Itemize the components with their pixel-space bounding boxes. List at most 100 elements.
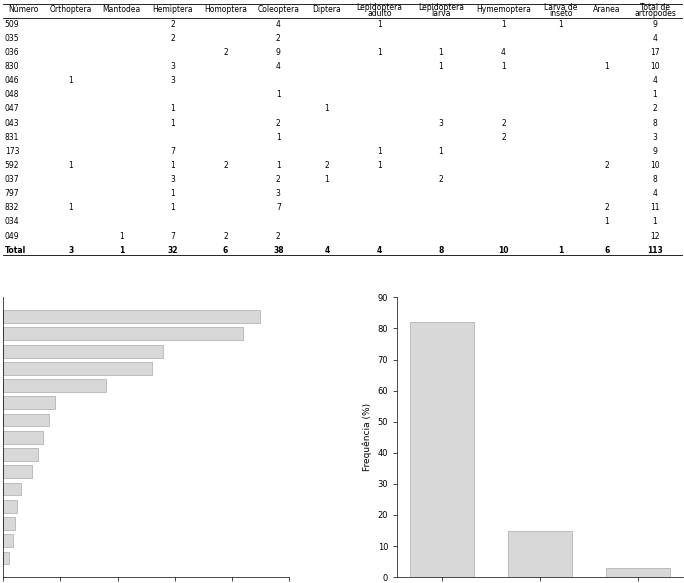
- Bar: [3, 448, 38, 461]
- Text: 1: 1: [119, 245, 124, 255]
- Text: 048: 048: [5, 90, 19, 99]
- Text: 1: 1: [68, 76, 73, 85]
- Text: 8: 8: [438, 245, 444, 255]
- Text: 9: 9: [653, 20, 657, 29]
- Text: 1: 1: [378, 147, 382, 156]
- Bar: [3, 483, 21, 496]
- Text: 1: 1: [68, 203, 73, 212]
- Text: 832: 832: [5, 203, 19, 212]
- Text: Lepidoptera: Lepidoptera: [356, 3, 403, 12]
- Text: 036: 036: [5, 48, 19, 57]
- Text: 2: 2: [324, 161, 329, 170]
- Bar: [3, 327, 243, 340]
- Text: Aranea: Aranea: [593, 5, 620, 15]
- Text: 830: 830: [5, 62, 19, 71]
- Text: artrópodes: artrópodes: [634, 9, 676, 18]
- Text: 10: 10: [498, 245, 509, 255]
- Text: 3: 3: [276, 189, 280, 198]
- Text: 1: 1: [324, 104, 329, 114]
- Text: 3: 3: [170, 175, 175, 184]
- Text: 046: 046: [5, 76, 19, 85]
- Text: 1: 1: [438, 62, 443, 71]
- Text: Total de: Total de: [640, 3, 670, 12]
- Bar: [3, 465, 32, 478]
- Text: 047: 047: [5, 104, 19, 114]
- Text: 1: 1: [378, 161, 382, 170]
- Text: 1: 1: [170, 203, 175, 212]
- Text: 32: 32: [168, 245, 178, 255]
- Text: 113: 113: [647, 245, 663, 255]
- Text: 1: 1: [276, 161, 280, 170]
- Bar: [3, 413, 49, 427]
- Bar: [3, 431, 43, 444]
- Text: 4: 4: [276, 20, 280, 29]
- Text: 12: 12: [650, 231, 660, 241]
- Text: 8: 8: [653, 118, 657, 128]
- Text: 034: 034: [5, 217, 19, 226]
- Bar: [3, 534, 12, 547]
- Text: 10: 10: [650, 62, 660, 71]
- Bar: [606, 568, 670, 577]
- Text: 2: 2: [223, 231, 228, 241]
- Text: 10: 10: [650, 161, 660, 170]
- Text: 4: 4: [653, 34, 657, 43]
- Text: 1: 1: [119, 231, 124, 241]
- Text: 1: 1: [605, 217, 609, 226]
- Text: 6: 6: [604, 245, 609, 255]
- Bar: [508, 531, 572, 577]
- Text: Hemiptera: Hemiptera: [153, 5, 193, 15]
- Text: Orthoptera: Orthoptera: [49, 5, 92, 15]
- Text: 1: 1: [276, 90, 280, 99]
- Text: 2: 2: [276, 118, 280, 128]
- Text: 6: 6: [223, 245, 228, 255]
- Text: 1: 1: [438, 147, 443, 156]
- Text: 8: 8: [653, 175, 657, 184]
- Text: 2: 2: [653, 104, 657, 114]
- Bar: [3, 396, 55, 409]
- Text: Hymemoptera: Hymemoptera: [476, 5, 531, 15]
- Text: 1: 1: [170, 104, 175, 114]
- Text: 3: 3: [438, 118, 443, 128]
- Text: 2: 2: [170, 34, 175, 43]
- Text: 2: 2: [223, 48, 228, 57]
- Text: 1: 1: [501, 20, 506, 29]
- Text: 2: 2: [276, 175, 280, 184]
- Bar: [3, 517, 15, 530]
- Text: 509: 509: [5, 20, 19, 29]
- Bar: [3, 379, 106, 392]
- Text: 1: 1: [438, 48, 443, 57]
- Text: 4: 4: [653, 189, 657, 198]
- Text: inseto: inseto: [549, 9, 573, 18]
- Text: 2: 2: [170, 20, 175, 29]
- Text: 1: 1: [170, 118, 175, 128]
- Text: 1: 1: [378, 20, 382, 29]
- Bar: [3, 362, 152, 375]
- Text: 1: 1: [501, 62, 506, 71]
- Text: 1: 1: [68, 161, 73, 170]
- Text: 1: 1: [170, 189, 175, 198]
- Text: 4: 4: [324, 245, 330, 255]
- Text: 1: 1: [378, 48, 382, 57]
- Bar: [3, 310, 261, 323]
- Text: 1: 1: [276, 133, 280, 142]
- Text: 1: 1: [170, 161, 175, 170]
- Bar: [3, 345, 163, 357]
- Text: 173: 173: [5, 147, 19, 156]
- Text: 7: 7: [170, 147, 175, 156]
- Text: 1: 1: [559, 20, 564, 29]
- Text: 043: 043: [5, 118, 19, 128]
- Text: 831: 831: [5, 133, 19, 142]
- Text: 11: 11: [650, 203, 660, 212]
- Text: 4: 4: [377, 245, 382, 255]
- Text: 38: 38: [273, 245, 284, 255]
- Text: 9: 9: [276, 48, 280, 57]
- Text: 2: 2: [501, 118, 506, 128]
- Text: 037: 037: [5, 175, 19, 184]
- Bar: [410, 322, 474, 577]
- Text: 3: 3: [653, 133, 657, 142]
- Text: 2: 2: [605, 203, 609, 212]
- Text: 7: 7: [276, 203, 280, 212]
- Text: 2: 2: [501, 133, 506, 142]
- Text: 1: 1: [653, 90, 657, 99]
- Bar: [3, 552, 9, 564]
